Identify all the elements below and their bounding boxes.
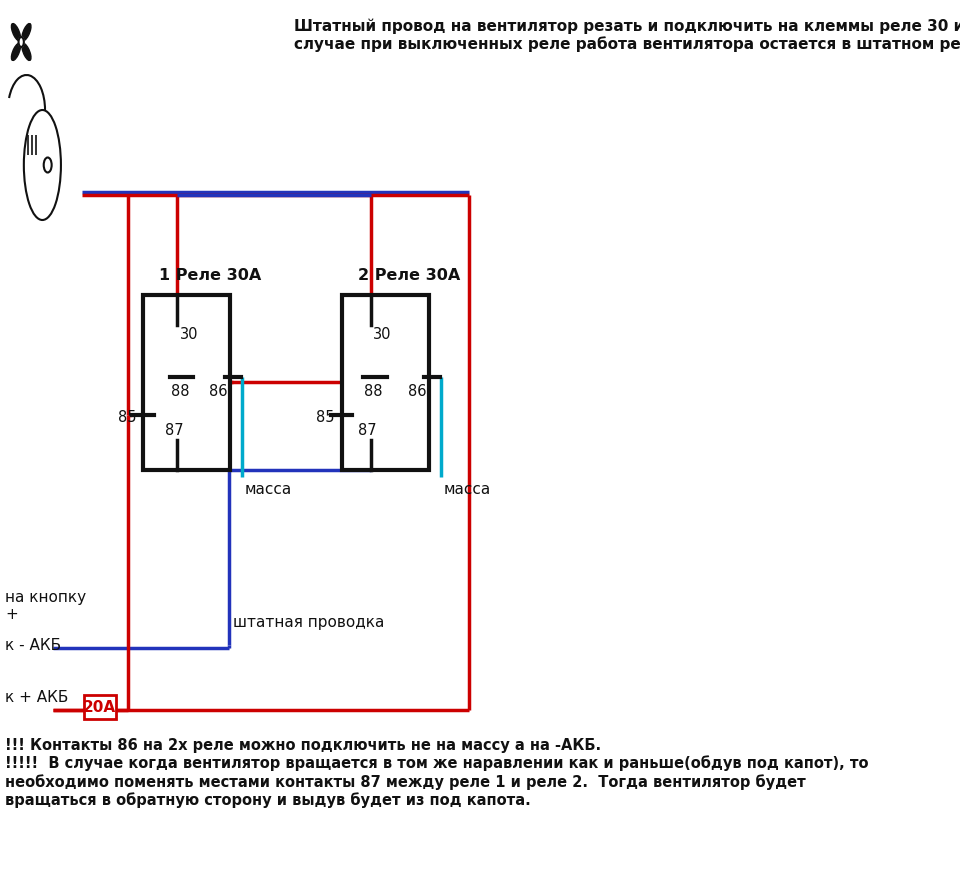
- Text: 30: 30: [373, 327, 392, 342]
- Text: 1 Реле 30А: 1 Реле 30А: [159, 268, 261, 283]
- Text: 86: 86: [408, 384, 426, 399]
- Text: 85: 85: [118, 410, 136, 426]
- Text: масса: масса: [245, 482, 292, 497]
- Circle shape: [18, 37, 24, 47]
- Bar: [342, 295, 429, 470]
- Text: 87: 87: [358, 423, 376, 438]
- Text: штатная проводка: штатная проводка: [233, 615, 385, 630]
- Text: 86: 86: [209, 384, 228, 399]
- Text: 88: 88: [364, 384, 382, 399]
- Text: 88: 88: [171, 384, 189, 399]
- Text: 85: 85: [316, 410, 335, 426]
- Text: 30: 30: [180, 327, 198, 342]
- Ellipse shape: [44, 157, 52, 173]
- Ellipse shape: [24, 110, 60, 220]
- Text: масса: масса: [444, 482, 491, 497]
- Text: 20А: 20А: [84, 700, 116, 714]
- Text: !!! Контакты 86 на 2х реле можно подключить не на массу а на -АКБ.
!!!!!  В случ: !!! Контакты 86 на 2х реле можно подключ…: [6, 738, 869, 808]
- Bar: [84, 695, 115, 719]
- Ellipse shape: [12, 43, 20, 61]
- Ellipse shape: [22, 23, 31, 41]
- Ellipse shape: [12, 23, 20, 41]
- Ellipse shape: [22, 43, 31, 61]
- Text: к + АКБ: к + АКБ: [6, 690, 69, 705]
- Text: Штатный провод на вентилятор резать и подключить на клеммы реле 30 и 88. В этом
: Штатный провод на вентилятор резать и по…: [294, 18, 960, 52]
- Text: на кнопку
+: на кнопку +: [6, 590, 86, 622]
- Text: 87: 87: [165, 423, 183, 438]
- Text: к - АКБ: к - АКБ: [6, 638, 61, 653]
- Bar: [143, 295, 230, 470]
- Text: 2 Реле 30А: 2 Реле 30А: [358, 268, 460, 283]
